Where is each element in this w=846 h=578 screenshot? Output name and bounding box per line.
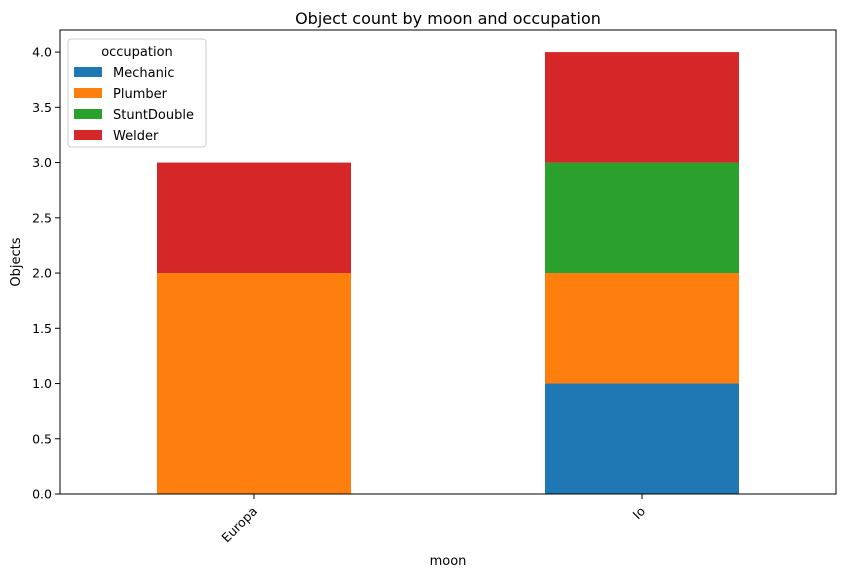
plot-frame (59, 29, 837, 495)
legend-swatch-welder (74, 130, 102, 140)
y-tick-label-0: 0.0 (32, 487, 52, 502)
bars-layer (157, 52, 739, 494)
chart-title: Object count by moon and occupation (295, 9, 601, 28)
legend-label-plumber: Plumber (113, 87, 168, 102)
y-tick-label-8: 4.0 (32, 45, 52, 60)
y-tick-label-5: 2.5 (32, 210, 52, 225)
y-tick-label-6: 3.0 (32, 155, 52, 170)
bar-europa-plumber (157, 273, 351, 494)
legend-swatch-plumber (74, 88, 102, 98)
x-axis: Europa Io (218, 494, 648, 545)
bar-io-welder (545, 52, 739, 163)
legend-swatch-mechanic (74, 67, 102, 77)
y-tick-label-2: 1.0 (32, 376, 52, 391)
y-tick-label-1: 0.5 (32, 431, 52, 446)
legend-title: occupation (101, 45, 173, 60)
bar-io-stuntdouble (545, 162, 739, 274)
legend-label-mechanic: Mechanic (113, 66, 175, 81)
y-tick-label-4: 2.0 (32, 266, 52, 281)
y-tick-label-7: 3.5 (32, 100, 52, 115)
x-tick-label-io: Io (629, 504, 648, 523)
y-axis-label: Objects (9, 237, 24, 286)
legend: occupation Mechanic Plumber StuntDouble Weld… (67, 38, 207, 148)
legend-swatch-stuntdouble (74, 109, 102, 119)
y-tick-label-3: 1.5 (32, 321, 52, 336)
x-tick-label-europa: Europa (218, 504, 260, 546)
x-axis-label: moon (430, 554, 467, 569)
y-axis: 0.0 0.5 1.0 1.5 2.0 2.5 3.0 3.5 4.0 (32, 45, 60, 502)
legend-label-stuntdouble: StuntDouble (113, 108, 194, 123)
bar-europa-welder (157, 162, 351, 274)
legend-label-welder: Welder (113, 129, 159, 144)
bar-io-mechanic (545, 383, 739, 494)
bar-io-plumber (545, 273, 739, 384)
legend-frame (67, 38, 207, 148)
